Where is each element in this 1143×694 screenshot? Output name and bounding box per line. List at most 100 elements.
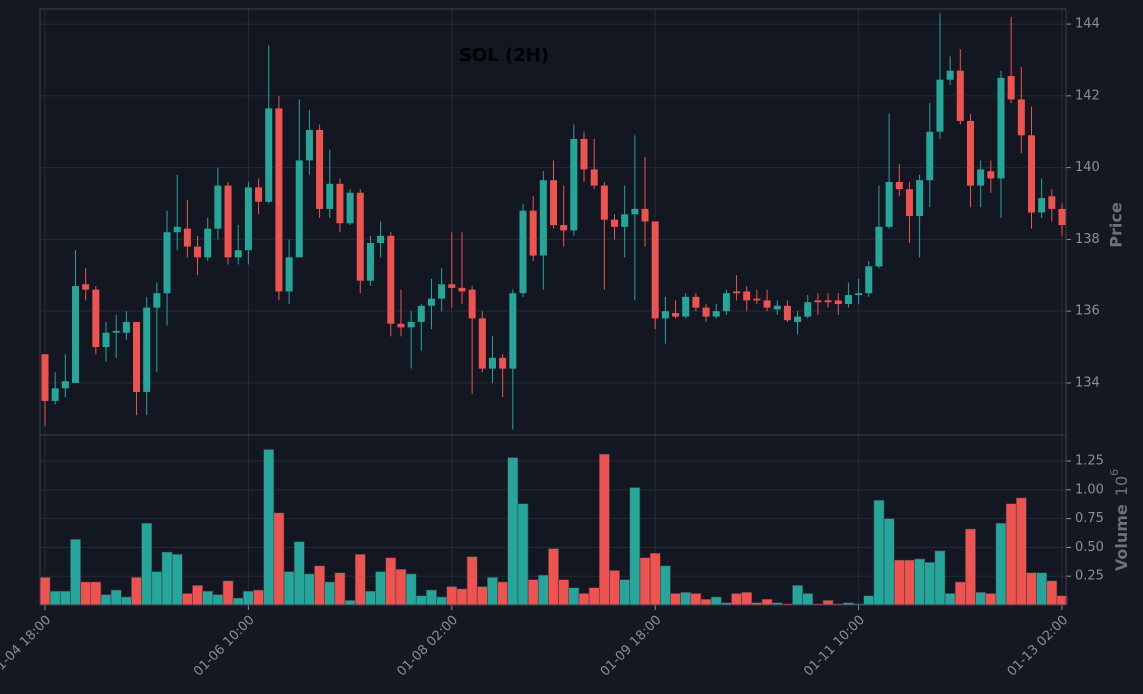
candle-body xyxy=(397,323,405,328)
volume-frame xyxy=(39,434,1067,606)
y-tick-label: 0.75 xyxy=(1075,511,1104,526)
volume-bar xyxy=(700,598,712,606)
volume-bar xyxy=(761,598,773,606)
volume-bar xyxy=(1015,497,1027,606)
candle-body xyxy=(885,181,893,227)
volume-bar xyxy=(110,589,122,606)
volume-bar xyxy=(649,552,661,606)
candle-body xyxy=(488,357,496,369)
candle-body xyxy=(580,138,588,170)
volume-bar xyxy=(273,512,285,606)
volume-bar xyxy=(232,597,244,606)
candle-body xyxy=(316,129,324,209)
volume-bar xyxy=(293,541,305,606)
candle-body xyxy=(844,295,852,305)
y-tick-label: 144 xyxy=(1075,17,1100,32)
candle-body xyxy=(570,138,578,231)
volume-bar xyxy=(324,581,336,606)
volume-bar xyxy=(659,565,671,606)
candle-body xyxy=(926,131,934,181)
candle-body xyxy=(183,228,191,247)
candle-body xyxy=(661,311,669,319)
volume-bar xyxy=(141,522,153,606)
candle-body xyxy=(611,219,619,227)
volume-bar xyxy=(995,522,1007,606)
candle-body xyxy=(41,354,49,401)
volume-bar xyxy=(1036,572,1048,606)
candle-body xyxy=(133,321,141,392)
volume-bar xyxy=(822,600,834,606)
volume-bar xyxy=(731,593,742,606)
volume-bar xyxy=(365,590,376,606)
volume-bar xyxy=(59,590,71,606)
candle-body xyxy=(672,312,680,317)
volume-bar xyxy=(680,592,692,606)
volume-bar xyxy=(863,595,875,606)
volume-bar xyxy=(283,571,295,606)
candle-body xyxy=(987,171,995,179)
candle-body xyxy=(244,187,252,251)
candle-body xyxy=(214,185,222,229)
candle-body xyxy=(112,330,120,333)
candle-body xyxy=(204,228,212,258)
candle-body xyxy=(834,300,842,305)
volume-bar xyxy=(426,589,437,606)
volume-bar xyxy=(924,562,936,606)
candle-body xyxy=(72,286,80,383)
volume-bar xyxy=(90,581,102,606)
candle-body xyxy=(122,321,130,333)
volume-bar xyxy=(1046,580,1058,606)
candle-body xyxy=(763,300,771,308)
volume-bar xyxy=(314,565,325,606)
candle-body xyxy=(153,293,161,308)
candle-body xyxy=(478,318,486,369)
y-tick-label: 140 xyxy=(1075,160,1100,175)
candle-body xyxy=(550,180,557,226)
chart-title: SOL (2H) xyxy=(459,45,549,66)
candle-body xyxy=(875,226,883,267)
volume-axis-label: Volume 106 xyxy=(1108,469,1131,571)
candle-body xyxy=(743,291,751,301)
candle-body xyxy=(509,293,517,369)
volume-bar xyxy=(954,581,966,606)
candle-body xyxy=(427,298,435,306)
volume-bar xyxy=(507,457,519,606)
volume-bar xyxy=(466,556,478,606)
candle-body xyxy=(458,287,466,292)
candle-body xyxy=(265,108,273,202)
volume-bar xyxy=(883,518,895,606)
candle-body xyxy=(224,185,232,258)
candle-body xyxy=(651,221,659,319)
candle-body xyxy=(285,257,293,292)
volume-label: Volume xyxy=(1112,504,1131,571)
candle-body xyxy=(539,180,547,256)
candle-body xyxy=(682,296,690,317)
candle-body xyxy=(814,300,822,303)
candle-body xyxy=(783,305,791,321)
volume-bar xyxy=(802,593,814,606)
volume-bar xyxy=(375,571,386,606)
volume-bar xyxy=(558,579,570,606)
candle-body xyxy=(275,108,283,292)
volume-bar xyxy=(192,585,203,606)
offset-exponent: 6 xyxy=(1108,469,1121,476)
volume-bar xyxy=(1005,503,1017,606)
candle-body xyxy=(966,120,974,186)
volume-bar xyxy=(944,593,956,606)
offset-base: 10 xyxy=(1112,476,1131,496)
y-tick-label: 0.50 xyxy=(1075,540,1104,555)
volume-bar xyxy=(873,499,885,606)
candle-body xyxy=(560,225,568,231)
volume-bar xyxy=(710,596,722,606)
candle-body xyxy=(61,381,69,389)
candle-body xyxy=(997,77,1005,179)
candle-body xyxy=(722,293,730,312)
volume-bar xyxy=(39,577,51,606)
y-tick-label: 138 xyxy=(1075,232,1100,247)
candle-body xyxy=(407,321,415,328)
volume-bar xyxy=(690,593,702,606)
candle-body xyxy=(590,169,598,186)
candle-body xyxy=(1038,198,1046,213)
candle-body xyxy=(468,289,476,319)
